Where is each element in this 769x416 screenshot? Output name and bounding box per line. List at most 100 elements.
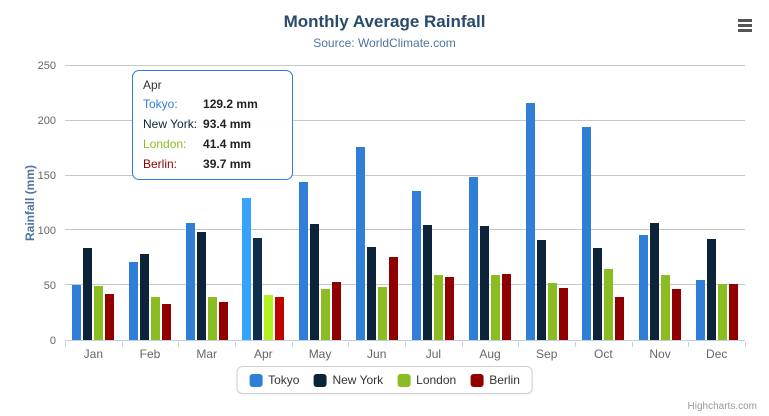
gridline: [65, 119, 745, 121]
x-axis-label-feb: Feb: [139, 347, 161, 361]
bar-tokyo-dec[interactable]: [695, 280, 705, 340]
bar-berlin-oct[interactable]: [615, 297, 625, 340]
x-axis-labels: Jan Feb Mar Apr May Jun Jul Aug Sep Oct Nov Dec: [65, 347, 745, 361]
context-menu-button[interactable]: [733, 14, 757, 36]
y-axis-label: 50: [43, 280, 56, 292]
bar-berlin-feb[interactable]: [162, 303, 171, 340]
y-axis-label: 100: [37, 225, 56, 237]
bar-london-sep[interactable]: [547, 282, 557, 340]
bar-london-may[interactable]: [321, 288, 331, 340]
bar-new-york-feb[interactable]: [140, 253, 149, 340]
bar-london-nov[interactable]: [661, 275, 671, 340]
legend-marker-icon: [470, 373, 484, 387]
legend-item-tokyo[interactable]: Tokyo: [249, 373, 299, 387]
bar-tokyo-may[interactable]: [299, 182, 309, 340]
x-axis-tick: [291, 342, 293, 347]
chart-subtitle: Source: WorldClimate.com: [313, 36, 456, 50]
bar-berlin-aug[interactable]: [502, 273, 512, 340]
bar-new-york-may[interactable]: [310, 223, 320, 340]
legend-item-berlin[interactable]: Berlin: [470, 373, 520, 387]
bar-berlin-dec[interactable]: [728, 284, 738, 340]
bar-london-dec[interactable]: [717, 283, 727, 340]
y-axis-label: 250: [37, 60, 56, 72]
x-axis-label-mar: Mar: [196, 347, 218, 361]
legend: Tokyo New York London Berlin: [236, 366, 533, 394]
bar-new-york-jan[interactable]: [83, 248, 93, 340]
bar-new-york-dec[interactable]: [706, 238, 716, 340]
legend-item-new-york[interactable]: New York: [313, 373, 383, 387]
gridline: [65, 229, 745, 231]
bar-berlin-apr[interactable]: [275, 296, 285, 340]
bar-tokyo-aug[interactable]: [469, 177, 479, 340]
bar-new-york-aug[interactable]: [480, 225, 490, 340]
x-axis-label-oct: Oct: [594, 347, 613, 361]
bar-london-apr[interactable]: [264, 294, 274, 340]
bar-new-york-apr[interactable]: [253, 237, 263, 340]
bar-tokyo-nov[interactable]: [639, 235, 649, 340]
bar-tokyo-oct[interactable]: [582, 127, 592, 340]
bar-tokyo-jul[interactable]: [412, 191, 422, 340]
legend-label: London: [416, 373, 457, 387]
bar-berlin-jan[interactable]: [105, 293, 115, 340]
bar-london-oct[interactable]: [604, 268, 614, 340]
gridline: [65, 284, 745, 286]
bar-berlin-nov[interactable]: [672, 288, 682, 340]
bar-new-york-mar[interactable]: [196, 232, 206, 340]
column-group-may: [292, 66, 349, 340]
legend-label: New York: [332, 373, 384, 387]
bar-london-feb[interactable]: [151, 297, 160, 340]
x-axis-ticks: [65, 342, 746, 348]
bar-tokyo-mar[interactable]: [185, 223, 195, 340]
column-group-feb: [122, 66, 179, 340]
x-axis-tick: [518, 342, 520, 347]
bar-london-jun[interactable]: [377, 287, 387, 340]
x-axis-tick: [745, 342, 746, 347]
x-axis-tick: [575, 342, 576, 347]
bar-berlin-jul[interactable]: [445, 277, 455, 340]
bar-new-york-jul[interactable]: [423, 224, 433, 340]
x-axis-tick: [121, 342, 123, 347]
column-group-oct: [575, 66, 632, 340]
column-group-aug: [462, 66, 519, 340]
bar-new-york-sep[interactable]: [536, 240, 546, 340]
plot-area: [65, 65, 745, 341]
bar-tokyo-sep[interactable]: [525, 102, 535, 340]
bar-berlin-jun[interactable]: [388, 257, 398, 340]
x-axis-tick: [178, 342, 180, 347]
column-group-nov: [632, 66, 689, 340]
bar-tokyo-jan[interactable]: [72, 285, 82, 340]
x-axis-label-sep: Sep: [536, 347, 558, 361]
bar-london-aug[interactable]: [491, 274, 501, 340]
x-axis-label-apr: Apr: [254, 347, 273, 361]
bar-new-york-jun[interactable]: [366, 247, 376, 340]
x-axis-label-aug: Aug: [479, 347, 501, 361]
legend-marker-icon: [397, 373, 411, 387]
legend-item-london[interactable]: London: [397, 373, 456, 387]
column-group-dec: [688, 66, 745, 340]
bar-berlin-mar[interactable]: [218, 302, 228, 340]
legend-label: Berlin: [489, 373, 520, 387]
column-group-sep: [518, 66, 575, 340]
x-axis-tick: [348, 342, 350, 347]
x-axis-label-jun: Jun: [367, 347, 387, 361]
x-axis-label-nov: Nov: [649, 347, 671, 361]
bar-london-jan[interactable]: [94, 286, 104, 340]
y-axis-label: 150: [37, 170, 56, 182]
bar-new-york-nov[interactable]: [650, 223, 660, 340]
column-group-jun: [348, 66, 405, 340]
credits-link[interactable]: Highcharts.com: [687, 401, 757, 412]
bar-london-mar[interactable]: [207, 296, 217, 340]
x-axis-tick: [631, 342, 633, 347]
gridline: [65, 174, 745, 176]
gridline: [65, 65, 745, 66]
bar-tokyo-feb[interactable]: [129, 261, 138, 340]
bar-berlin-may[interactable]: [332, 282, 342, 340]
column-group-mar: [178, 66, 235, 340]
x-axis-tick: [65, 342, 66, 347]
bar-berlin-sep[interactable]: [558, 287, 568, 340]
bar-london-jul[interactable]: [434, 275, 444, 340]
bar-tokyo-apr[interactable]: [242, 198, 252, 340]
bar-new-york-oct[interactable]: [593, 248, 603, 340]
bar-tokyo-jun[interactable]: [355, 147, 365, 340]
